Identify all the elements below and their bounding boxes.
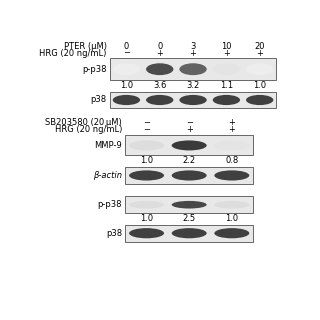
Text: HRG (20 ng/mL): HRG (20 ng/mL)	[55, 125, 122, 134]
Ellipse shape	[214, 228, 249, 238]
Text: p38: p38	[106, 229, 122, 238]
Ellipse shape	[172, 201, 207, 209]
Bar	[125, 225, 253, 242]
Text: 0: 0	[157, 42, 162, 51]
Text: 1.1: 1.1	[220, 81, 233, 90]
Text: PTER (μM): PTER (μM)	[64, 42, 107, 51]
Text: p38: p38	[91, 95, 107, 105]
Text: +: +	[156, 49, 163, 58]
Text: HRG (20 ng/mL): HRG (20 ng/mL)	[39, 49, 107, 58]
Text: 1.0: 1.0	[120, 81, 133, 90]
Ellipse shape	[172, 228, 207, 238]
Text: −: −	[186, 118, 193, 127]
Text: 0.8: 0.8	[225, 156, 238, 165]
Text: +: +	[186, 125, 193, 134]
Text: MMP-9: MMP-9	[94, 141, 122, 150]
Ellipse shape	[129, 170, 164, 180]
Ellipse shape	[214, 170, 249, 180]
Text: 3: 3	[190, 42, 196, 51]
Ellipse shape	[246, 63, 273, 75]
Text: −: −	[123, 49, 130, 58]
Ellipse shape	[172, 170, 207, 180]
Text: p-p38: p-p38	[82, 65, 107, 74]
Text: +: +	[256, 49, 263, 58]
Text: 20: 20	[254, 42, 265, 51]
Ellipse shape	[214, 140, 249, 150]
Text: SB203580 (20 μM): SB203580 (20 μM)	[45, 118, 122, 127]
Ellipse shape	[129, 140, 164, 150]
Ellipse shape	[146, 95, 173, 105]
Ellipse shape	[129, 228, 164, 238]
Ellipse shape	[113, 95, 140, 105]
Text: 3.2: 3.2	[187, 81, 200, 90]
Bar	[110, 92, 276, 108]
Text: +: +	[228, 125, 235, 134]
Text: 1.0: 1.0	[140, 156, 153, 165]
Text: +: +	[190, 49, 196, 58]
Text: +: +	[223, 49, 230, 58]
Text: −: −	[143, 125, 150, 134]
Text: 3.6: 3.6	[153, 81, 166, 90]
Text: 0: 0	[124, 42, 129, 51]
Bar	[125, 196, 253, 213]
Text: 1.0: 1.0	[253, 81, 266, 90]
Ellipse shape	[172, 140, 207, 150]
Text: −: −	[143, 118, 150, 127]
Text: +: +	[228, 118, 235, 127]
Ellipse shape	[213, 63, 240, 75]
Text: 1.0: 1.0	[225, 214, 238, 223]
Ellipse shape	[129, 201, 164, 209]
Ellipse shape	[146, 63, 173, 75]
Text: 2.5: 2.5	[183, 214, 196, 223]
Text: p-p38: p-p38	[98, 200, 122, 209]
Ellipse shape	[180, 63, 207, 75]
Bar	[110, 59, 276, 80]
Ellipse shape	[213, 95, 240, 105]
Ellipse shape	[214, 201, 249, 209]
Bar	[125, 135, 253, 156]
Text: β-actin: β-actin	[93, 171, 122, 180]
Text: 1.0: 1.0	[140, 214, 153, 223]
Bar	[125, 167, 253, 184]
Ellipse shape	[113, 63, 140, 75]
Ellipse shape	[180, 95, 207, 105]
Text: 2.2: 2.2	[183, 156, 196, 165]
Ellipse shape	[246, 95, 273, 105]
Text: 10: 10	[221, 42, 232, 51]
